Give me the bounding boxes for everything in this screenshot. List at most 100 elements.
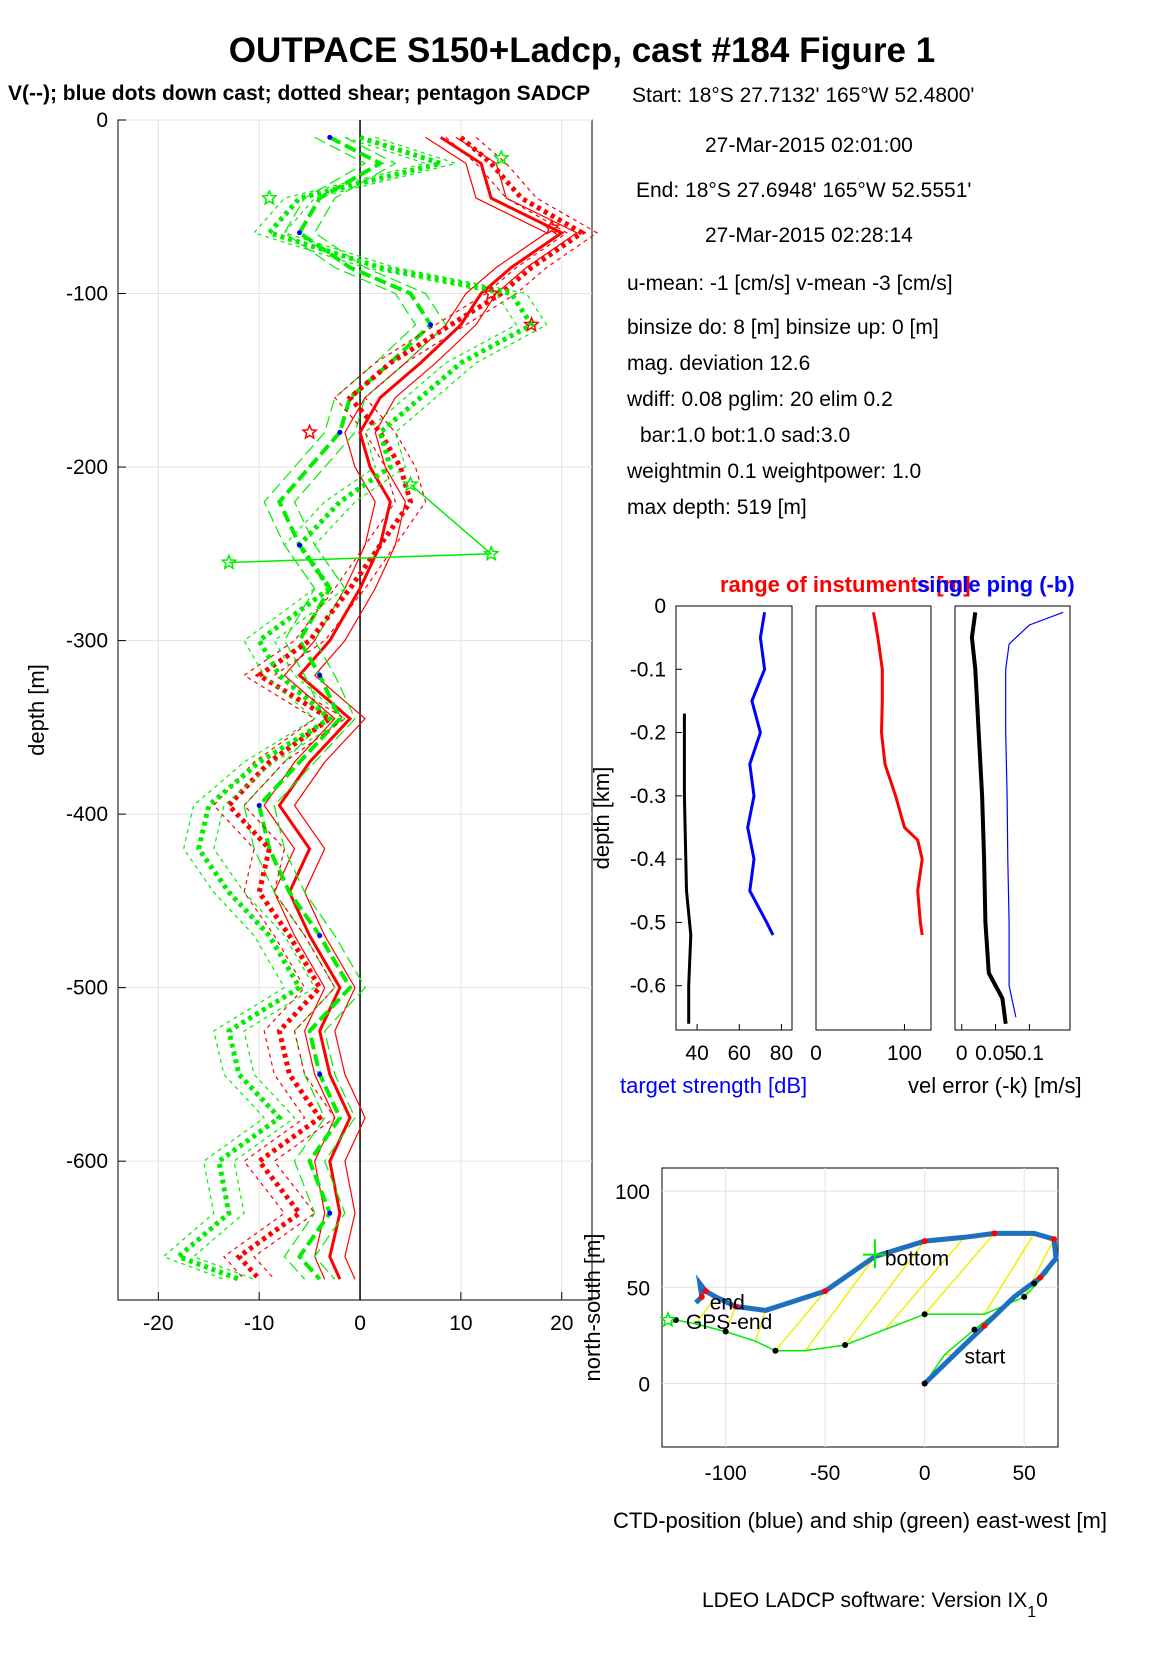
profile-series-line <box>243 136 417 1280</box>
profile-series-line <box>277 136 565 1280</box>
ship-position-dot <box>772 1347 779 1354</box>
position-y-tick-label: 0 <box>638 1374 650 1397</box>
ship-position-dot <box>1021 1293 1028 1300</box>
sadcp-marker <box>492 149 510 166</box>
downcast-dot <box>317 672 323 678</box>
position-x-tick-label: 0 <box>919 1462 931 1485</box>
panel-frame <box>675 605 793 1031</box>
position-axes-frame <box>661 1167 1059 1448</box>
position-x-tick-label: -50 <box>810 1462 840 1485</box>
position-annotation-label: GPS-end <box>686 1311 772 1334</box>
ctd-position-dot <box>822 1288 829 1295</box>
sadcp-marker <box>220 553 238 570</box>
profile-series-line <box>162 136 518 1280</box>
panel-y-tick-label: -0.2 <box>630 722 666 745</box>
downcast-dot <box>317 1071 323 1077</box>
panel-x-tick-label: 0.05 <box>975 1042 1016 1065</box>
info-binsize: binsize do: 8 [m] binsize up: 0 [m] <box>627 316 939 339</box>
ctd-ship-connector <box>983 1233 1035 1315</box>
profile-series-line <box>243 136 599 1280</box>
ship-position-dot <box>842 1342 849 1349</box>
ship-position-dot <box>921 1311 928 1318</box>
downcast-dot <box>327 1210 333 1216</box>
position-x-tick-label: -100 <box>705 1462 747 1485</box>
panel-frame <box>954 605 1071 1031</box>
info-end-position: End: 18°S 27.6948' 165°W 52.5551' <box>636 179 971 202</box>
sadcp-spike-line <box>228 483 494 564</box>
downcast-dot <box>327 134 333 140</box>
footer-text: LDEO LADCP software: Version IX10 <box>702 1589 1048 1621</box>
main-x-tick-label: 20 <box>550 1312 573 1335</box>
panel-y-tick-label: -0.4 <box>630 848 667 871</box>
sadcp-marker <box>482 544 500 562</box>
position-annotation-label: end <box>710 1292 745 1315</box>
ctd-position-dot <box>1051 1236 1058 1243</box>
info-start-time: 27-Mar-2015 02:01:00 <box>705 134 913 157</box>
panel-x-tick-label: 0.1 <box>1015 1042 1044 1065</box>
panel-y-tick-label: -0.6 <box>630 975 666 998</box>
sadcp-marker <box>260 189 278 206</box>
profile-series-line <box>273 136 447 1280</box>
ctd-ship-connector <box>804 1256 876 1352</box>
downcast-dot <box>428 322 434 328</box>
figure-title: OUTPACE S150+Ladcp, cast #184 Figure 1 <box>229 31 935 70</box>
panel-series-line <box>969 612 1008 1024</box>
panel-frame <box>815 605 932 1031</box>
info-max-depth: max depth: 519 [m] <box>627 496 807 519</box>
position-y-tick-label: 100 <box>615 1181 650 1204</box>
ctd-position-dot <box>1037 1274 1044 1281</box>
figure-subtitle: V(--); blue dots down cast; dotted shear… <box>8 82 590 105</box>
position-y-tick-label: 50 <box>627 1277 650 1300</box>
cast-info: Start: 18°S 27.7132' 165°W 52.4800' 27-M… <box>626 84 974 519</box>
sadcp-marker <box>543 218 561 235</box>
ctd-ship-connector <box>884 1236 966 1331</box>
position-y-axis-label: north-south [m] <box>580 1234 605 1382</box>
ctd-position-dot <box>921 1238 928 1245</box>
panel-y-tick-label: -0.3 <box>630 785 666 808</box>
sadcp-marker <box>522 315 540 332</box>
ctd-position-dot <box>981 1322 988 1329</box>
target-strength-xlabel: target strength [dB] <box>620 1073 807 1098</box>
range-panel-title: range of instuments [m] <box>720 572 971 597</box>
downcast-dot <box>297 230 303 236</box>
info-start-position: Start: 18°S 27.7132' 165°W 52.4800' <box>632 84 974 107</box>
profile-series-line <box>192 136 548 1280</box>
ctd-position-dot <box>698 1293 705 1300</box>
single-ping-panel-title: single ping (-b) <box>917 572 1075 597</box>
downcast-dot <box>297 542 303 548</box>
ctd-ship-connector <box>754 1310 767 1342</box>
ship-position-dot <box>971 1326 978 1333</box>
profile-series-line <box>263 136 548 1280</box>
main-y-tick-label: 0 <box>96 109 108 132</box>
ctd-ship-connector <box>695 1296 717 1325</box>
sadcp-marker <box>401 475 419 492</box>
main-y-tick-label: -300 <box>66 630 108 653</box>
downcast-dot <box>337 429 343 435</box>
ctd-ship-connector <box>924 1232 995 1315</box>
position-plot: -100 -50 0 50 0 50 100 CTD-position (blue) and … <box>580 1167 1107 1533</box>
ctd-position-dot <box>732 1303 739 1310</box>
info-mag-deviation: mag. deviation 12.6 <box>627 352 810 375</box>
velocity-error-plot: 0 0.050.1 <box>954 605 1071 1065</box>
profile-series-line <box>173 135 536 1282</box>
sadcp-marker <box>482 284 500 301</box>
panel-x-tick-label: 80 <box>770 1042 793 1065</box>
position-x-axis-label: CTD-position (blue) and ship (green) eas… <box>613 1508 1107 1533</box>
info-mean-velocity: u-mean: -1 [cm/s] v-mean -3 [cm/s] <box>627 272 953 295</box>
info-weights-bar: bar:1.0 bot:1.0 sad:3.0 <box>640 424 850 447</box>
main-y-tick-label: -400 <box>66 803 108 826</box>
ship-position-dot <box>1031 1280 1038 1287</box>
position-annotation-label: start <box>964 1346 1005 1369</box>
footer-subscript: 1 <box>1027 1604 1036 1621</box>
main-y-tick-label: -500 <box>66 977 108 1000</box>
panel-y-tick-label: -0.5 <box>630 911 666 934</box>
main-y-tick-label: -100 <box>66 283 108 306</box>
ctd-ship-connector <box>844 1240 926 1346</box>
info-wdiff: wdiff: 0.08 pglim: 20 elim 0.2 <box>626 388 893 411</box>
main-x-tick-label: -20 <box>143 1312 173 1335</box>
info-weightmin: weightmin 0.1 weightpower: 1.0 <box>626 460 921 483</box>
velocity-profile-plot: -20 -10 0 10 200-100-200-300-400-500-600dept… <box>24 109 599 1335</box>
panel-y-tick-label: -0.1 <box>630 658 666 681</box>
main-y-tick-label: -600 <box>66 1150 108 1173</box>
